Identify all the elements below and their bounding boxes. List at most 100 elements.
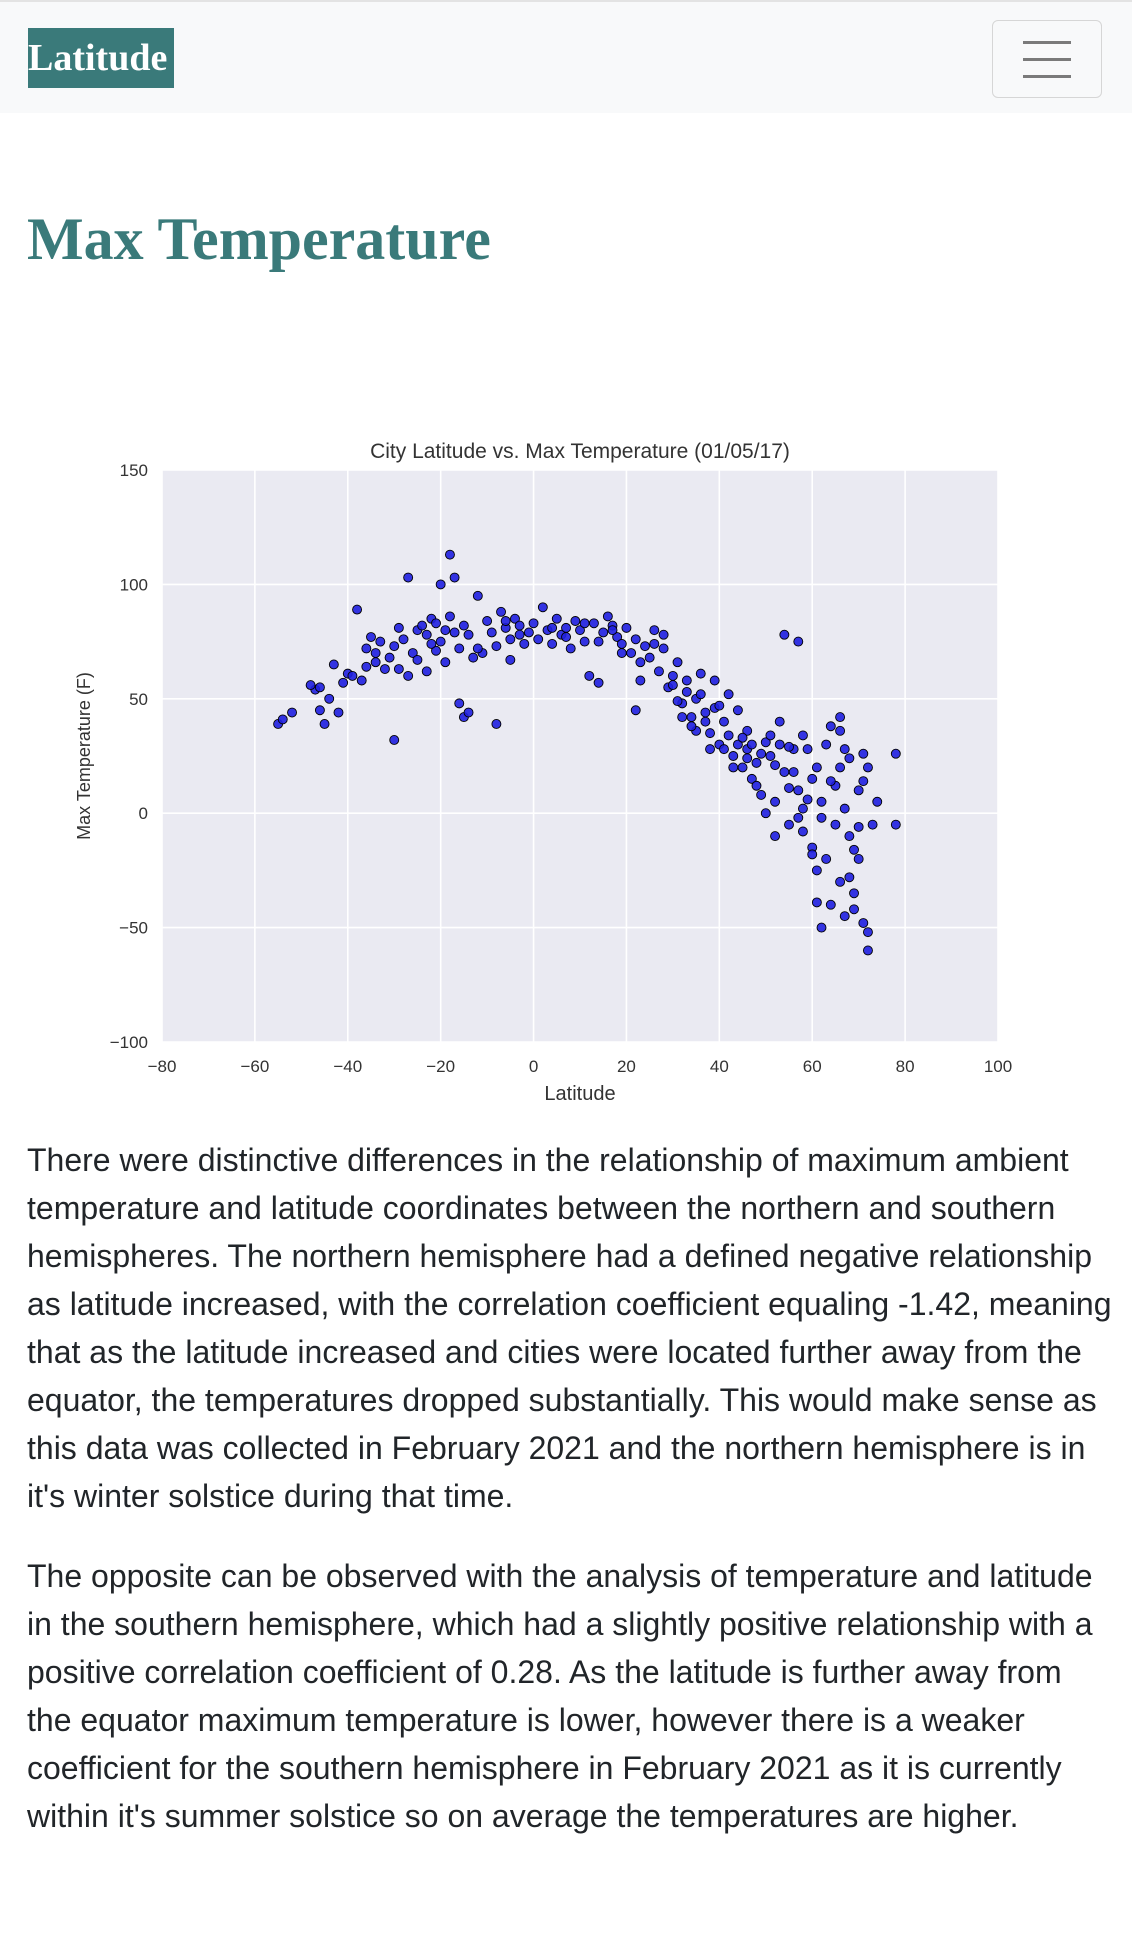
scatter-point — [551, 613, 562, 624]
scatter-point — [403, 670, 414, 681]
hamburger-menu-button[interactable] — [992, 20, 1102, 98]
scatter-point — [835, 762, 846, 773]
scatter-point — [626, 648, 637, 658]
scatter-point — [421, 629, 432, 640]
scatter-point — [863, 945, 873, 956]
scatter-point — [547, 622, 558, 633]
scatter-point — [454, 698, 465, 709]
scatter-point — [830, 819, 841, 830]
scatter-point — [375, 636, 386, 647]
scatter-point — [667, 670, 678, 681]
scatter-point — [700, 707, 711, 718]
scatter-point — [598, 627, 609, 638]
scatter-point — [366, 632, 376, 642]
scatter-point — [584, 670, 595, 681]
scatter-point — [793, 636, 804, 647]
scatter-point — [858, 776, 869, 787]
scatter-point — [435, 636, 446, 647]
scatter-point — [802, 744, 813, 755]
scatter-point — [449, 627, 460, 638]
scatter-point — [370, 657, 381, 668]
scatter-point — [454, 643, 465, 654]
scatter-point — [686, 721, 697, 732]
scatter-point — [825, 899, 836, 910]
scatter-point — [770, 831, 781, 842]
scatter-point — [561, 632, 572, 642]
scatter-point — [417, 620, 428, 631]
scatter-point — [732, 739, 743, 750]
scatter-point — [816, 922, 827, 933]
scatter-point — [811, 865, 822, 876]
y-tick-label: 150 — [120, 461, 148, 480]
scatter-point — [472, 643, 483, 654]
scatter-point — [403, 572, 414, 583]
x-axis-label: Latitude — [544, 1083, 615, 1105]
x-tick-label: 100 — [984, 1057, 1012, 1076]
scatter-point — [667, 680, 678, 691]
scatter-point — [821, 854, 832, 864]
scatter-point — [839, 744, 850, 755]
scatter-point — [510, 613, 520, 624]
x-tick-label: −80 — [148, 1057, 177, 1076]
scatter-point — [728, 762, 739, 773]
scatter-point — [468, 652, 479, 663]
scatter-point — [853, 821, 864, 832]
scatter-point — [723, 730, 734, 741]
scatter-point — [728, 751, 739, 761]
scatter-point — [672, 657, 683, 668]
scatter-point — [519, 638, 530, 649]
scatter-point — [496, 606, 506, 617]
scatter-point — [765, 751, 776, 761]
scatter-point — [361, 643, 372, 654]
x-tick-label: 80 — [896, 1057, 915, 1076]
scatter-point — [500, 616, 511, 626]
scatter-point — [784, 741, 794, 752]
scatter-point — [695, 668, 706, 679]
scatter-point — [505, 654, 516, 665]
y-tick-label: 100 — [120, 575, 148, 594]
scatter-point — [784, 819, 794, 830]
scatter-point — [844, 753, 855, 764]
scatter-point — [853, 785, 864, 796]
scatter-point — [751, 780, 762, 791]
x-tick-label: −40 — [333, 1057, 362, 1076]
scatter-point — [305, 680, 316, 691]
scatter-point — [440, 625, 451, 636]
scatter-point — [635, 675, 646, 686]
scatter-point — [533, 634, 544, 645]
scatter-point — [811, 897, 822, 908]
scatter-point — [537, 602, 548, 613]
scatter-point — [607, 625, 618, 636]
scatter-point — [630, 634, 641, 645]
scatter-point — [486, 627, 497, 638]
scatter-point — [616, 648, 627, 658]
scatter-point — [844, 872, 855, 883]
scatter-point — [333, 707, 344, 718]
hamburger-bar — [1023, 41, 1071, 44]
scatter-point — [528, 618, 539, 629]
scatter-point — [779, 767, 790, 777]
scatter-point — [719, 716, 729, 727]
scatter-point — [793, 785, 804, 796]
scatter-point — [356, 675, 367, 686]
brand-link[interactable]: Latitude — [28, 28, 174, 88]
scatter-point — [561, 622, 572, 633]
scatter-point — [314, 682, 325, 693]
scatter-point — [756, 748, 767, 759]
scatter-point — [858, 918, 869, 928]
scatter-point — [593, 677, 604, 688]
plot-area — [162, 470, 998, 1042]
scatter-point — [705, 728, 715, 739]
scatter-point — [700, 716, 711, 727]
y-tick-labels: 150 100 50 0 −50 −100 — [110, 461, 148, 1052]
scatter-point — [807, 773, 818, 784]
scatter-point — [737, 732, 748, 743]
scatter-point — [630, 705, 641, 716]
scatter-point — [849, 888, 859, 899]
scatter-point — [352, 604, 363, 615]
scatter-point — [593, 636, 604, 647]
scatter-point — [277, 714, 288, 725]
scatter-point — [324, 693, 335, 704]
scatter-point — [328, 659, 339, 670]
scatter-point — [709, 675, 720, 686]
